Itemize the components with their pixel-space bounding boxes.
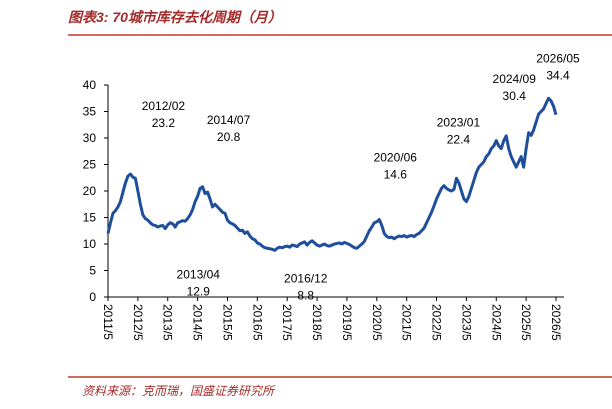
x-tick-label: 2012/5 — [131, 304, 145, 341]
x-tick-label: 2015/5 — [220, 304, 234, 341]
annotation-date: 2013/04 — [177, 268, 221, 282]
annotation-date: 2020/06 — [374, 151, 418, 165]
x-tick-label: 2020/5 — [370, 304, 384, 341]
x-tick-label: 2023/5 — [459, 304, 473, 341]
y-tick-label: 20 — [83, 184, 97, 198]
annotation-value: 34.4 — [546, 69, 570, 83]
y-tick-label: 35 — [83, 105, 97, 119]
x-tick-label: 2021/5 — [400, 304, 414, 341]
line — [106, 96, 558, 252]
annotation-date: 2014/07 — [207, 113, 251, 127]
annotation-date: 2023/01 — [437, 115, 481, 129]
x-tick-label: 2017/5 — [280, 304, 294, 341]
y-tick-label: 40 — [83, 78, 97, 92]
annotation-value: 22.4 — [447, 132, 471, 146]
x-tick-label: 2016/5 — [250, 304, 264, 341]
source: 资料来源：克而瑞，国盛证券研究所 — [82, 384, 276, 398]
chart-title: 图表3: 70城市库存去化周期（月） — [68, 9, 282, 25]
x-tick-label: 2018/5 — [310, 304, 324, 341]
y-tick-label: 25 — [83, 158, 97, 172]
annotation-date: 2024/09 — [493, 72, 537, 86]
y-tick-label: 10 — [83, 237, 97, 251]
x-tick-label: 2026/5 — [549, 304, 563, 341]
x-tick-label: 2014/5 — [191, 304, 205, 341]
x-tick-label: 2013/5 — [161, 304, 175, 341]
annotation-value: 23.2 — [152, 116, 176, 130]
annotation-date: 2026/05 — [536, 52, 580, 66]
y-tick-label: 15 — [83, 211, 97, 225]
annotation-value: 20.8 — [217, 130, 241, 144]
annotation-value: 8.8 — [297, 288, 314, 302]
y-tick-label: 5 — [89, 264, 96, 278]
annotation-value: 14.6 — [384, 168, 408, 182]
x-tick-label: 2024/5 — [489, 304, 503, 341]
annotation-date: 2012/02 — [142, 99, 186, 113]
x-tick-label: 2011/5 — [101, 304, 115, 340]
x-tick-label: 2025/5 — [519, 304, 533, 341]
y-tick-label: 30 — [83, 131, 97, 145]
annotation-value: 30.4 — [503, 89, 527, 103]
annotation-date: 2016/12 — [284, 271, 328, 285]
x-tick-label: 2019/5 — [340, 304, 354, 341]
annotation-value: 12.9 — [187, 285, 211, 299]
x-tick-label: 2022/5 — [430, 304, 444, 341]
y-tick-label: 0 — [89, 290, 96, 304]
